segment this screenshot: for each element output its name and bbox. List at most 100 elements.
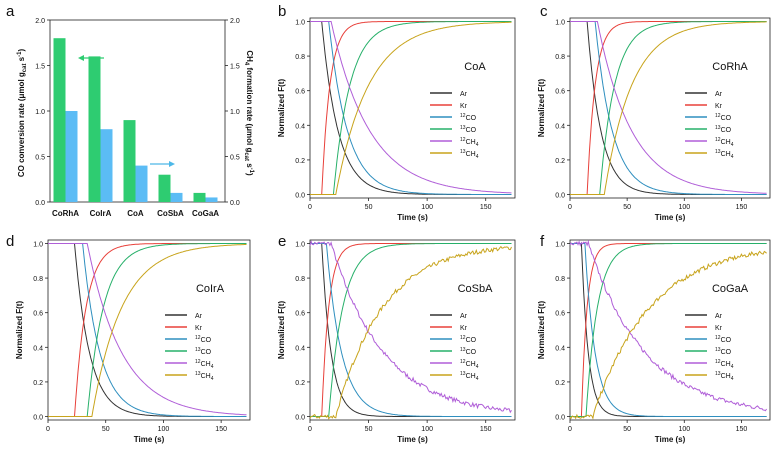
y-tick-label: 0.8 <box>295 54 305 61</box>
y-axis-label: Normalized F(t) <box>277 301 286 360</box>
panel-letter-e: e <box>278 233 286 250</box>
x-category-label: CoIrA <box>90 209 112 218</box>
y-tick-label: 0.0 <box>295 415 305 422</box>
series-line-Ar <box>310 21 512 195</box>
x-axis-label: Time (s) <box>397 435 428 444</box>
y-tick-label-right: 0.0 <box>230 200 240 207</box>
x-category-label: CoA <box>127 209 144 218</box>
y-axis-label-right: CH4 formation rate (μmol gcat s-1) <box>243 50 254 176</box>
series-line-13CO <box>48 243 247 417</box>
arrow-left-head <box>78 55 84 61</box>
x-axis-label: Time (s) <box>397 213 428 222</box>
y-tick-label: 0.8 <box>33 276 43 283</box>
bar-co-conversion <box>193 192 206 202</box>
y-tick-label: 0.6 <box>295 89 305 96</box>
x-tick-label: 150 <box>480 426 492 433</box>
panel-c: 0 50 100 150 0.0 0.2 0.4 0.6 0.8 1.0 Time (s) Norma… <box>537 17 771 222</box>
series-line-13CH4 <box>48 244 247 417</box>
panel-a: 0.0 0.5 1.0 1.5 2.0 0.0 0.5 1.0 1.5 2.0 CoRhA CoIrA… <box>17 18 254 218</box>
series-line-12CO <box>570 243 767 417</box>
x-tick-label: 0 <box>568 204 572 211</box>
x-tick-label: 150 <box>736 204 748 211</box>
y-tick-label: 1.0 <box>33 241 43 248</box>
x-tick-label: 0 <box>568 426 572 433</box>
panel-letter-c: c <box>540 3 548 20</box>
legend-label-12CO: 12CO <box>195 335 212 344</box>
legend-label-12CO: 12CO <box>715 335 732 344</box>
panel-f: 0 50 100 150 0.0 0.2 0.4 0.6 0.8 1.0 Time (s) Norma… <box>537 239 771 444</box>
arrow-right-head <box>169 161 175 167</box>
y-tick-label: 0.6 <box>555 89 565 96</box>
y-axis-label: Normalized F(t) <box>277 79 286 138</box>
x-tick-label: 150 <box>736 426 748 433</box>
y-tick-label: 0.4 <box>295 345 305 352</box>
y-axis-label: Normalized F(t) <box>537 301 546 360</box>
x-axis-label: Time (s) <box>655 213 686 222</box>
series-line-13CO <box>570 21 767 195</box>
series-line-13CH4 <box>569 250 767 420</box>
x-tick-label: 150 <box>480 204 492 211</box>
panel-d: 0 50 100 150 0.0 0.2 0.4 0.6 0.8 1.0 Time (s) Norma… <box>15 239 251 444</box>
legend-label-Ar: Ar <box>715 91 723 98</box>
plot-frame <box>309 239 516 421</box>
x-tick-label: 150 <box>215 426 227 433</box>
plot-frame <box>309 17 516 199</box>
series-line-13CO <box>570 243 767 417</box>
y-tick-label: 0.0 <box>33 415 43 422</box>
legend-label-12CO: 12CO <box>460 335 477 344</box>
y-tick-label: 1.0 <box>555 19 565 26</box>
series-line-12CH4 <box>309 240 512 414</box>
x-tick-label: 0 <box>46 426 50 433</box>
x-tick-label: 100 <box>421 204 433 211</box>
series-line-13CH4 <box>570 21 767 195</box>
plot-frame <box>569 239 771 421</box>
bar-ch4-formation <box>205 197 218 202</box>
y-tick-label: 1.0 <box>295 19 305 26</box>
bar-co-conversion <box>53 38 66 203</box>
legend-label-Kr: Kr <box>715 103 723 110</box>
bar-ch4-formation <box>100 129 113 202</box>
legend-label-Ar: Ar <box>460 313 468 320</box>
y-tick-label: 0.8 <box>295 276 305 283</box>
y-tick-label: 0.2 <box>555 380 565 387</box>
series-line-12CO <box>570 21 767 195</box>
x-tick-label: 0 <box>308 204 312 211</box>
x-axis-label: Time (s) <box>655 435 686 444</box>
bar-ch4-formation <box>170 192 183 202</box>
legend-label-13CO: 13CO <box>195 347 212 356</box>
series-line-Ar <box>570 21 767 195</box>
y-tick-label-left: 0.0 <box>35 200 45 207</box>
y-tick-label: 1.0 <box>555 241 565 248</box>
legend-label-13CH4: 13CH4 <box>460 371 479 382</box>
x-tick-label: 0 <box>308 426 312 433</box>
bar-ch4-formation <box>65 111 78 202</box>
panel-letter-f: f <box>540 233 545 250</box>
bar-ch4-formation <box>135 165 148 202</box>
bar-co-conversion <box>88 56 101 203</box>
series-line-12CH4 <box>570 21 767 194</box>
y-axis-label-left: CO conversion rate (μmol gcat s-1) <box>17 49 28 178</box>
plot-frame <box>569 17 771 199</box>
legend-label-13CO: 13CO <box>715 347 732 356</box>
legend-label-13CO: 13CO <box>460 347 477 356</box>
series-line-12CO <box>310 21 512 195</box>
y-tick-label: 0.8 <box>555 54 565 61</box>
series-line-12CO <box>48 243 247 417</box>
series-line-Ar <box>48 243 247 417</box>
plot-frame <box>47 239 251 421</box>
legend-label-12CH4: 12CH4 <box>715 359 734 370</box>
x-tick-label: 50 <box>623 426 631 433</box>
y-tick-label-left: 1.5 <box>35 64 45 71</box>
series-line-12CH4 <box>48 243 247 416</box>
series-line-12CH4 <box>569 239 768 412</box>
y-tick-label: 0.2 <box>33 380 43 387</box>
series-line-Kr <box>48 243 247 417</box>
y-tick-label-left: 1.0 <box>35 109 45 116</box>
catalyst-label: CoRhA <box>712 61 748 73</box>
y-tick-label-right: 1.0 <box>230 109 240 116</box>
legend-label-Ar: Ar <box>715 313 723 320</box>
y-tick-label: 0.4 <box>555 123 565 130</box>
panel-letter-b: b <box>278 3 286 20</box>
series-line-13CH4 <box>310 21 512 195</box>
